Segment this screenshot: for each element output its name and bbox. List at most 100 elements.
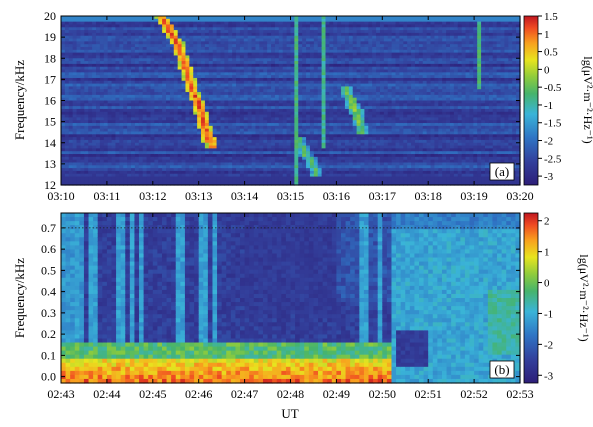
heatmap-cell [68, 44, 74, 48]
heatmap-cell [212, 30, 218, 34]
heatmap-cell [64, 44, 70, 48]
heatmap-cell [309, 24, 315, 28]
heatmap-cell [236, 100, 241, 104]
heatmap-cell [201, 52, 206, 57]
heatmap-cell [115, 182, 120, 186]
heatmap-cell [271, 18, 276, 23]
heatmap-cell [216, 21, 222, 26]
heatmap-cell [302, 30, 307, 34]
heatmap-cell [127, 27, 132, 31]
heatmap-cell [166, 18, 171, 23]
heatmap-cell [306, 123, 311, 127]
heatmap-cell [96, 139, 101, 144]
heatmap-cell [64, 77, 70, 82]
heatmap-cell [185, 92, 190, 96]
heatmap-cell [76, 148, 82, 152]
heatmap-cell [309, 83, 315, 88]
heatmap-cell [134, 52, 140, 57]
heatmap-cell [138, 75, 144, 79]
heatmap-cell [263, 173, 268, 178]
heatmap-cell [123, 145, 128, 149]
heatmap-cell [169, 145, 175, 149]
heatmap-cell [309, 97, 315, 102]
heatmap-cell [185, 176, 190, 180]
heatmap-cell [80, 165, 85, 169]
heatmap-cell [64, 30, 70, 34]
heatmap-cell [169, 27, 175, 31]
heatmap-cell [64, 92, 70, 96]
heatmap-cell [212, 86, 218, 90]
heatmap-cell [80, 30, 85, 34]
heatmap-cell [115, 108, 120, 113]
heatmap-cell [208, 52, 214, 57]
heatmap-cell [251, 117, 257, 121]
heatmap-cell [251, 49, 257, 54]
heatmap-cell [181, 38, 187, 42]
heatmap-cell [251, 168, 257, 172]
heatmap-cell [150, 111, 155, 116]
heatmap-cell [169, 182, 175, 186]
heatmap-cell [282, 89, 288, 93]
heatmap-cell [166, 182, 171, 186]
heatmap-cell [189, 142, 194, 147]
heatmap-cell [154, 159, 159, 164]
heatmap-cell [80, 61, 85, 65]
heatmap-cell [298, 27, 303, 31]
heatmap-cell [64, 134, 70, 138]
heatmap-cell [232, 52, 237, 57]
heatmap-cell [321, 89, 327, 93]
heatmap-cell [302, 89, 307, 93]
heatmap-cell [255, 89, 260, 93]
heatmap-cell [220, 179, 225, 183]
heatmap-cell [212, 120, 218, 124]
heatmap-cell [224, 44, 229, 48]
heatmap-cell [278, 179, 284, 183]
heatmap-cell [150, 108, 155, 113]
heatmap-cell [220, 38, 225, 42]
heatmap-cell [154, 142, 159, 147]
heatmap-cell [158, 24, 163, 28]
heatmap-cell [251, 38, 257, 42]
heatmap-cell [247, 120, 253, 124]
heatmap-cell [115, 24, 120, 28]
heatmap-cell [181, 75, 187, 79]
heatmap-cell [68, 106, 74, 110]
heatmap-cell [154, 55, 159, 59]
heatmap-cell [294, 94, 299, 99]
heatmap-cell [177, 123, 183, 127]
heatmap-cell [181, 77, 187, 82]
heatmap-cell [302, 63, 307, 68]
heatmap-cell [309, 125, 315, 130]
heatmap-cell [197, 176, 202, 180]
heatmap-cell [290, 49, 295, 54]
heatmap-cell [193, 94, 198, 99]
heatmap-cell [290, 92, 295, 96]
heatmap-cell [271, 30, 276, 34]
heatmap-cell [115, 173, 120, 178]
heatmap-cell [142, 162, 148, 166]
heatmap-cell [154, 176, 159, 180]
heatmap-cell [119, 145, 124, 149]
heatmap-cell [146, 49, 152, 54]
heatmap-cell [177, 111, 183, 116]
heatmap-cell [99, 46, 105, 51]
heatmap-cell [290, 55, 295, 59]
heatmap-cell [127, 41, 132, 45]
heatmap-cell [212, 27, 218, 31]
heatmap-cell [158, 75, 163, 79]
heatmap-cell [154, 117, 159, 121]
heatmap-cell [80, 162, 85, 166]
heatmap-cell [317, 117, 323, 121]
heatmap-cell [181, 86, 187, 90]
heatmap-cell [197, 86, 202, 90]
heatmap-cell [84, 125, 89, 130]
heatmap-cell [204, 159, 210, 164]
heatmap-cell [224, 103, 229, 107]
heatmap-cell [216, 131, 222, 135]
heatmap-cell [247, 94, 253, 99]
heatmap-cell [134, 170, 140, 175]
heatmap-cell [255, 24, 260, 28]
heatmap-cell [181, 145, 187, 149]
heatmap-cell [247, 80, 253, 85]
heatmap-cell [96, 27, 101, 31]
